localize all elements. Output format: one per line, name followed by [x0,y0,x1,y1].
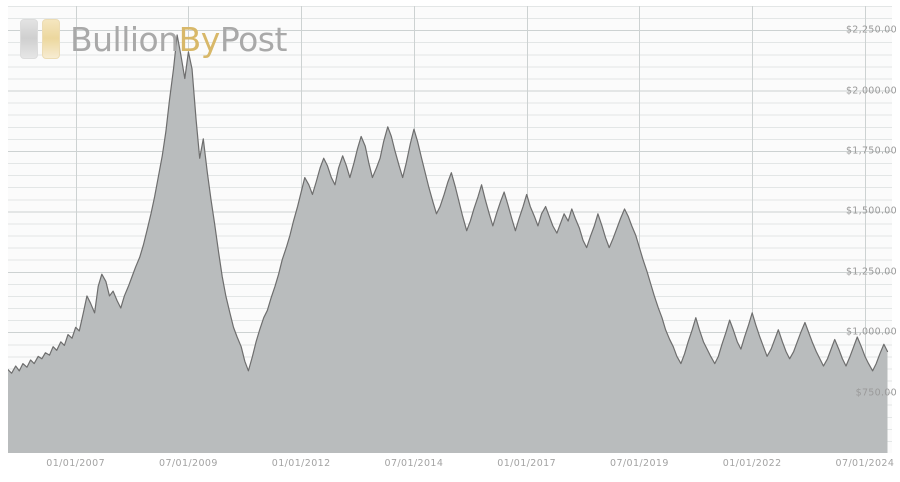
x-axis-tick-label: 01/01/2022 [722,458,782,469]
x-axis-tick-label: 07/01/2014 [384,458,444,469]
x-axis-tick-label: 01/01/2012 [271,458,331,469]
price-line [8,34,889,374]
y-axis-tick-label: $2,250.00 [845,24,897,36]
chart-plot-area [8,6,892,453]
y-axis-tick-label: $1,000.00 [845,326,897,338]
x-axis-tick-label: 01/01/2017 [497,458,557,469]
y-axis-tick-label: $2,000.00 [845,85,897,97]
x-axis-tick-label: 01/01/2007 [46,458,106,469]
x-axis-tick-label: 07/01/2009 [159,458,218,469]
y-axis-tick-label: $750.00 [855,387,897,399]
x-axis-tick-label: 07/01/2024 [835,458,895,469]
x-axis-tick-label: 07/01/2019 [610,458,669,469]
y-axis-tick-label: $1,250.00 [845,266,897,278]
y-axis-tick-label: $1,500.00 [845,205,897,217]
price-area-fill [8,34,888,453]
chart-svg [8,6,892,453]
y-axis-tick-label: $1,750.00 [845,145,897,157]
